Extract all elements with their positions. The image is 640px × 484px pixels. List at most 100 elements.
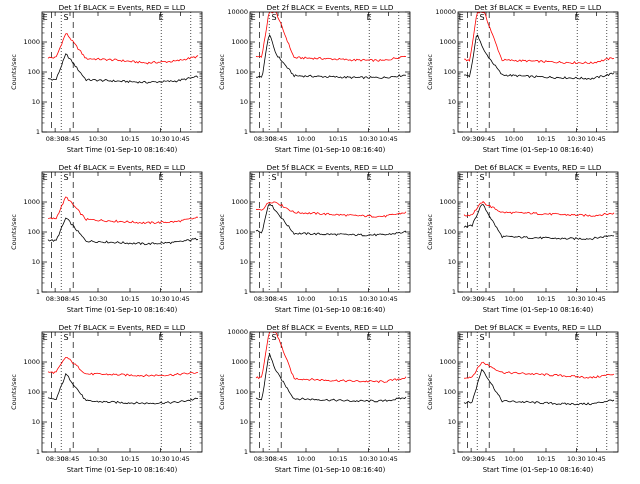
x-tick-label: 10:30 xyxy=(359,135,378,143)
x-tick-label: 10:30 xyxy=(359,295,378,303)
y-axis-label: Counts/sec xyxy=(10,214,18,250)
x-axis-label: Start Time (01-Sep-10 08:16:40) xyxy=(483,466,594,474)
x-tick-label: 08:30 xyxy=(254,135,273,143)
event-marker-e: E xyxy=(159,173,164,182)
x-tick-label: 09:45 xyxy=(477,135,496,143)
chart-title: Det 7f BLACK = Events, RED = LLD xyxy=(59,323,186,332)
event-marker-e: E xyxy=(575,333,580,342)
events-rate-line xyxy=(47,373,199,405)
y-tick-label: 100 xyxy=(236,228,248,236)
x-tick-label: 10:15 xyxy=(121,455,140,463)
x-tick-label: 10:15 xyxy=(121,135,140,143)
x-tick-label: 10:00 xyxy=(297,295,316,303)
y-tick-label: 1 xyxy=(452,448,456,456)
x-axis-label: Start Time (01-Sep-10 08:16:40) xyxy=(67,146,178,154)
y-tick-label: 100 xyxy=(28,388,40,396)
x-tick-label: 10:30 xyxy=(151,295,170,303)
chart-title: Det 8f BLACK = Events, RED = LLD xyxy=(267,323,394,332)
x-tick-label: 10:30 xyxy=(89,135,108,143)
y-axis-label: Counts/sec xyxy=(218,54,226,90)
y-tick-label: 1 xyxy=(452,128,456,136)
event-marker-e: E xyxy=(367,333,372,342)
chart-title: Det 5f BLACK = Events, RED = LLD xyxy=(267,163,394,172)
x-tick-label: 08:30 xyxy=(46,295,65,303)
x-tick-label: 08:30 xyxy=(254,455,273,463)
x-tick-label: 09:45 xyxy=(477,295,496,303)
x-tick-label: 10:30 xyxy=(89,455,108,463)
plot-frame xyxy=(249,171,411,293)
y-tick-label: 1000 xyxy=(231,198,248,206)
event-marker-e: E xyxy=(251,333,256,342)
chart-title: Det 1f BLACK = Events, RED = LLD xyxy=(59,3,186,12)
x-tick-label: 10:00 xyxy=(297,455,316,463)
event-marker-s: S xyxy=(479,173,484,182)
y-tick-label: 10000 xyxy=(227,328,248,336)
y-tick-label: 10 xyxy=(32,98,40,106)
x-tick-label: 10:15 xyxy=(537,295,556,303)
event-marker-s: S xyxy=(479,333,484,342)
y-tick-label: 100 xyxy=(28,68,40,76)
plot-frame xyxy=(457,171,619,293)
event-marker-s: S xyxy=(271,13,276,22)
events-rate-line xyxy=(255,34,407,80)
x-axis-label: Start Time (01-Sep-10 08:16:40) xyxy=(275,466,386,474)
x-tick-label: 08:45 xyxy=(269,455,288,463)
event-marker-e: E xyxy=(251,173,256,182)
plot-frame xyxy=(457,11,619,133)
chart-panel-5: Det 5f BLACK = Events, RED = LLD Counts/s… xyxy=(218,163,411,314)
lld-rate-line xyxy=(255,332,407,384)
y-tick-label: 100 xyxy=(236,68,248,76)
x-tick-label: 10:45 xyxy=(587,295,606,303)
y-tick-label: 1 xyxy=(244,288,248,296)
chart-panel-1: Det 1f BLACK = Events, RED = LLD Counts/s… xyxy=(10,3,203,154)
y-axis-label: Counts/sec xyxy=(426,214,434,250)
x-tick-label: 08:45 xyxy=(269,295,288,303)
x-axis-label: Start Time (01-Sep-10 08:16:40) xyxy=(483,146,594,154)
events-rate-line xyxy=(463,204,615,241)
y-tick-label: 1000 xyxy=(439,198,456,206)
y-tick-label: 1000 xyxy=(23,38,40,46)
x-tick-label: 09:30 xyxy=(462,135,481,143)
event-marker-e: E xyxy=(43,13,48,22)
y-tick-label: 100 xyxy=(28,228,40,236)
y-tick-label: 10 xyxy=(448,258,456,266)
x-tick-label: 10:45 xyxy=(171,135,190,143)
x-tick-label: 10:45 xyxy=(379,135,398,143)
y-axis-label: Counts/sec xyxy=(218,214,226,250)
chart-title: Det 6f BLACK = Events, RED = LLD xyxy=(475,163,602,172)
plot-frame xyxy=(41,11,203,133)
x-tick-label: 10:45 xyxy=(587,135,606,143)
y-tick-label: 1 xyxy=(452,288,456,296)
events-rate-line xyxy=(255,352,407,403)
x-tick-label: 10:45 xyxy=(379,295,398,303)
y-tick-label: 100 xyxy=(236,388,248,396)
x-tick-label: 10:45 xyxy=(171,455,190,463)
event-marker-e: E xyxy=(159,13,164,22)
plot-frame xyxy=(41,331,203,453)
chart-panel-7: Det 7f BLACK = Events, RED = LLD Counts/s… xyxy=(10,323,203,474)
x-tick-label: 10:45 xyxy=(379,455,398,463)
y-tick-label: 10 xyxy=(240,258,248,266)
x-tick-label: 08:45 xyxy=(61,295,80,303)
y-tick-label: 10 xyxy=(32,258,40,266)
y-axis-label: Counts/sec xyxy=(10,374,18,410)
chart-title: Det 2f BLACK = Events, RED = LLD xyxy=(267,3,394,12)
chart-panel-4: Det 4f BLACK = Events, RED = LLD Counts/s… xyxy=(10,163,203,314)
y-tick-label: 1 xyxy=(244,448,248,456)
x-axis-label: Start Time (01-Sep-10 08:16:40) xyxy=(67,466,178,474)
plot-frame xyxy=(41,171,203,293)
x-tick-label: 10:30 xyxy=(567,135,586,143)
event-marker-e: E xyxy=(367,173,372,182)
x-tick-label: 10:00 xyxy=(505,455,524,463)
x-tick-label: 08:30 xyxy=(46,135,65,143)
y-tick-label: 100 xyxy=(444,68,456,76)
event-marker-e: E xyxy=(159,333,164,342)
event-marker-e: E xyxy=(251,13,256,22)
x-axis-label: Start Time (01-Sep-10 08:16:40) xyxy=(67,306,178,314)
event-marker-e: E xyxy=(459,173,464,182)
chart-title: Det 9f BLACK = Events, RED = LLD xyxy=(475,323,602,332)
event-marker-s: S xyxy=(271,333,276,342)
events-rate-line xyxy=(463,368,615,406)
y-tick-label: 1 xyxy=(244,128,248,136)
